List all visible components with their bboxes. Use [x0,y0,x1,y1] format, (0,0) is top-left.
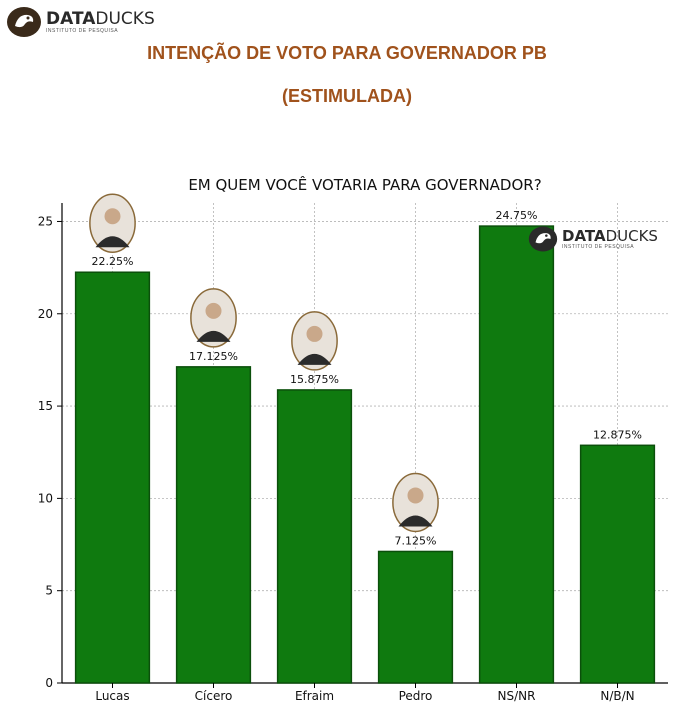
y-tick-label: 0 [45,676,53,690]
data-label: 15.875% [290,373,339,386]
x-tick-label: Lucas [95,689,129,703]
candidate-body-icon [398,515,433,527]
chart-title: EM QUEM VOCÊ VOTARIA PARA GOVERNADOR? [188,176,542,194]
candidate-head-icon [306,325,323,342]
data-label: 7.125% [395,534,437,547]
candidate-head-icon [104,208,121,225]
candidate-head-icon [205,302,222,319]
y-tick-label: 10 [38,491,53,505]
y-tick-label: 15 [38,399,53,413]
bar-efraim [276,389,353,684]
x-tick-label: Efraim [295,689,334,703]
candidate-head-icon [407,487,424,504]
bar-lucas [74,271,151,684]
x-tick-label: N/B/N [600,689,634,703]
data-label: 22.25% [92,255,134,268]
page-title: INTENÇÃO DE VOTO PARA GOVERNADOR PB [147,43,547,63]
y-tick-label: 25 [38,214,53,228]
bar-nsnr [478,225,555,684]
watermark-name: DATADUCKS [562,226,658,245]
logo-name: DATADUCKS [46,8,155,29]
bar-ccero [175,366,252,684]
bar-pedro [377,550,454,684]
watermark-subtitle: INSTITUTO DE PESQUISA [562,243,635,250]
duck-logo-icon [528,226,558,252]
duck-logo-icon [7,7,41,37]
watermark-logo: DATADUCKS INSTITUTO DE PESQUISA [528,224,658,254]
candidate-body-icon [297,353,332,365]
y-tick-label: 5 [45,584,53,598]
candidate-body-icon [95,236,130,248]
data-label: 24.75% [496,209,538,222]
x-tick-label: Cícero [195,689,233,703]
brand-logo: DATADUCKS INSTITUTO DE PESQUISA [6,6,155,38]
page-subtitle: (ESTIMULADA) [282,86,412,106]
data-label: 17.125% [189,350,238,363]
x-tick-label: Pedro [399,689,433,703]
bar-nbn [579,444,656,684]
data-label: 12.875% [593,428,642,441]
candidate-body-icon [196,330,231,342]
y-tick-label: 20 [38,307,53,321]
x-tick-label: NS/NR [498,689,536,703]
logo-subtitle: INSTITUTO DE PESQUISA [46,27,119,34]
